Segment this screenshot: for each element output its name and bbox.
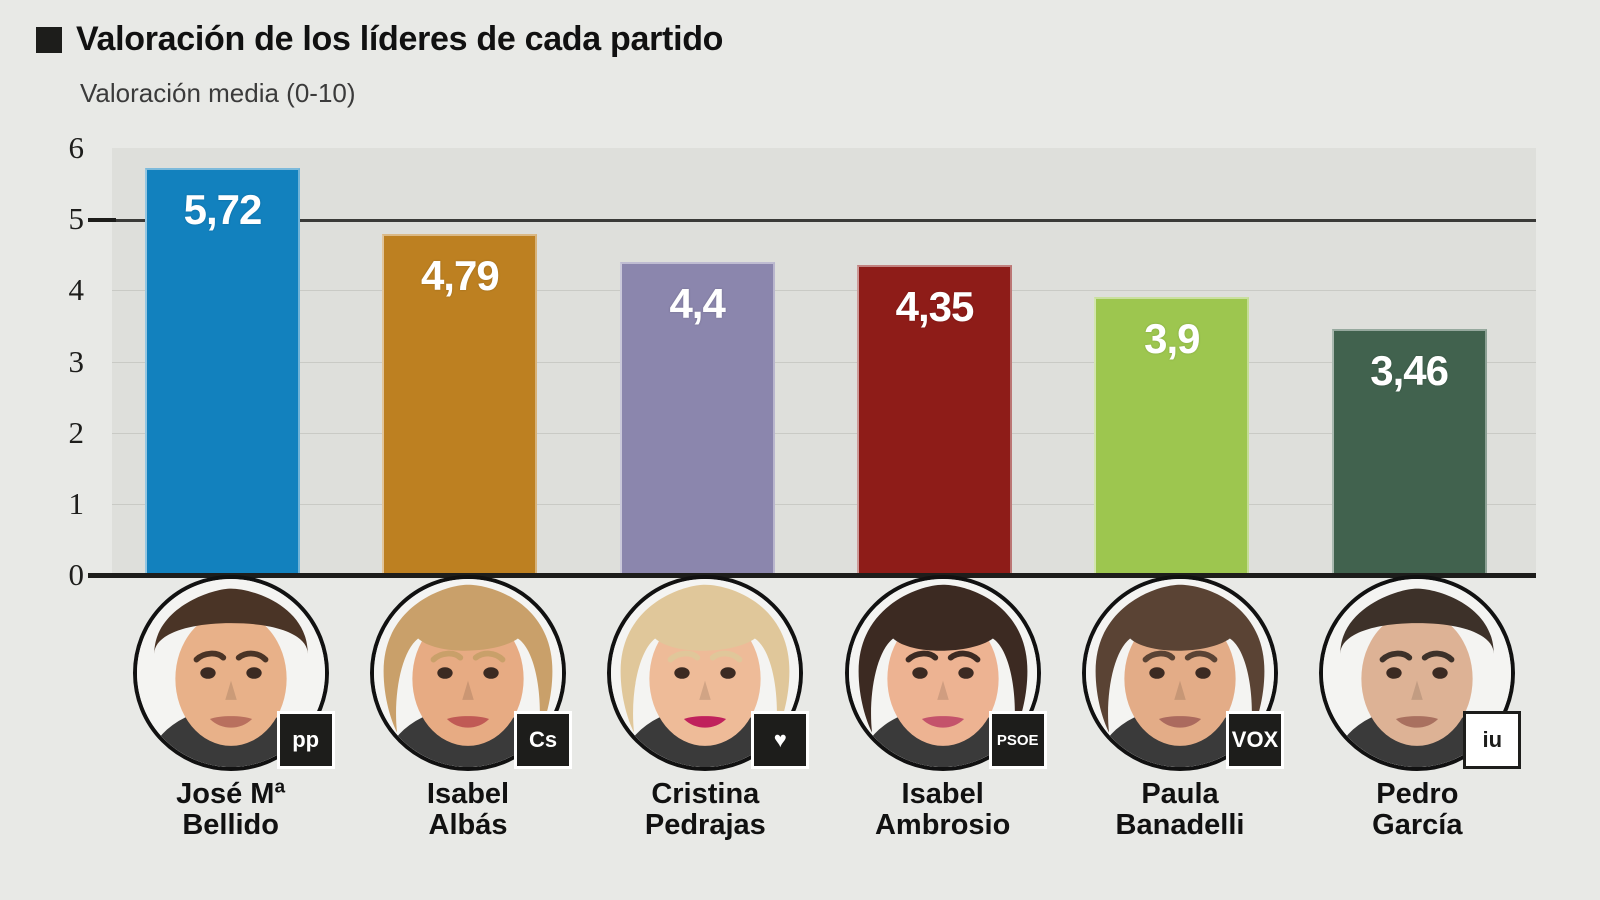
bar-value-label-2: 4,79: [420, 252, 500, 300]
x-axis-line: [88, 573, 1536, 578]
party-logo-label: Cs: [528, 727, 558, 752]
gridline-5: [112, 219, 1536, 223]
party-logo-psoe-icon: PSOE: [988, 711, 1047, 769]
leader-block-2[interactable]: Cs Isabel Albás: [358, 575, 578, 842]
leader-block-5[interactable]: VOX Paula Banadelli: [1070, 575, 1290, 842]
party-logo-label: ♥: [773, 727, 787, 752]
gridline-4: [112, 290, 1536, 292]
avatar: Cs: [370, 575, 572, 771]
bar-5[interactable]: 3,9: [1094, 297, 1250, 575]
party-logo-label: pp: [292, 727, 320, 752]
leader-name-6: Pedro García: [1372, 778, 1463, 842]
gridline-1: [112, 503, 1536, 505]
party-logo-label: iu: [1482, 727, 1503, 752]
party-logo-corazón-icon: ♥: [751, 711, 810, 769]
bar-value-label-4: 4,35: [895, 283, 975, 331]
bar-6[interactable]: 3,46: [1331, 328, 1487, 575]
bar-value-label-6: 3,46: [1370, 346, 1449, 394]
bar-2[interactable]: 4,79: [382, 234, 538, 575]
chart-subtitle: Valoración media (0-10): [80, 78, 356, 108]
gridline-3: [112, 361, 1536, 363]
bar-value-label-5: 3,9: [1144, 315, 1200, 363]
y-axis-label-1: 1: [68, 485, 85, 521]
bar-1[interactable]: 5,72: [145, 167, 300, 575]
leader-name-3: Cristina Pedrajas: [644, 778, 766, 842]
avatar: PSOE: [844, 575, 1047, 771]
y-axis-label-2: 2: [68, 414, 85, 450]
leader-block-1[interactable]: pp José Mª Bellido: [121, 575, 341, 842]
title-row: Valoración de los líderes de cada partid…: [36, 20, 723, 59]
page-title: Valoración de los líderes de cada partid…: [76, 20, 724, 58]
avatar: VOX: [1082, 575, 1284, 771]
bar-value-label-3: 4,4: [669, 279, 725, 327]
leader-block-4[interactable]: PSOE Isabel Ambrosio: [833, 575, 1053, 842]
party-logo-label: VOX: [1231, 727, 1279, 752]
party-logo-label: PSOE: [996, 731, 1039, 749]
plot-area: [112, 148, 1536, 575]
bar-value-label-1: 5,72: [183, 185, 263, 233]
y-axis-label-5: 5: [68, 201, 85, 237]
party-logo-iu-icon: iu: [1463, 711, 1522, 769]
leader-block-3[interactable]: ♥ Cristina Pedrajas: [595, 575, 815, 842]
leader-name-4: Isabel Ambrosio: [874, 778, 1011, 842]
party-logo-vox-icon: VOX: [1226, 711, 1284, 769]
avatar: ♥: [607, 575, 810, 771]
y-axis-label-6: 6: [68, 130, 85, 165]
bar-4[interactable]: 4,35: [857, 265, 1012, 575]
square-bullet-icon: [36, 26, 62, 53]
y-axis-tick-5: [88, 218, 116, 222]
y-axis-label-3: 3: [68, 343, 85, 379]
avatar: pp: [132, 575, 335, 771]
bar-3[interactable]: 4,4: [619, 261, 775, 575]
gridline-2: [112, 432, 1536, 434]
leader-block-6[interactable]: iu Pedro García: [1307, 575, 1527, 842]
leader-name-2: Isabel Albás: [426, 778, 510, 842]
party-logo-cs-icon: Cs: [514, 711, 572, 769]
avatar: iu: [1319, 575, 1522, 771]
y-axis-label-4: 4: [68, 272, 85, 308]
leader-name-1: José Mª Bellido: [176, 778, 286, 842]
party-logo-pp-icon: pp: [276, 711, 335, 769]
leader-name-5: Paula Banadelli: [1115, 778, 1245, 842]
y-axis-label-0: 0: [68, 557, 85, 592]
